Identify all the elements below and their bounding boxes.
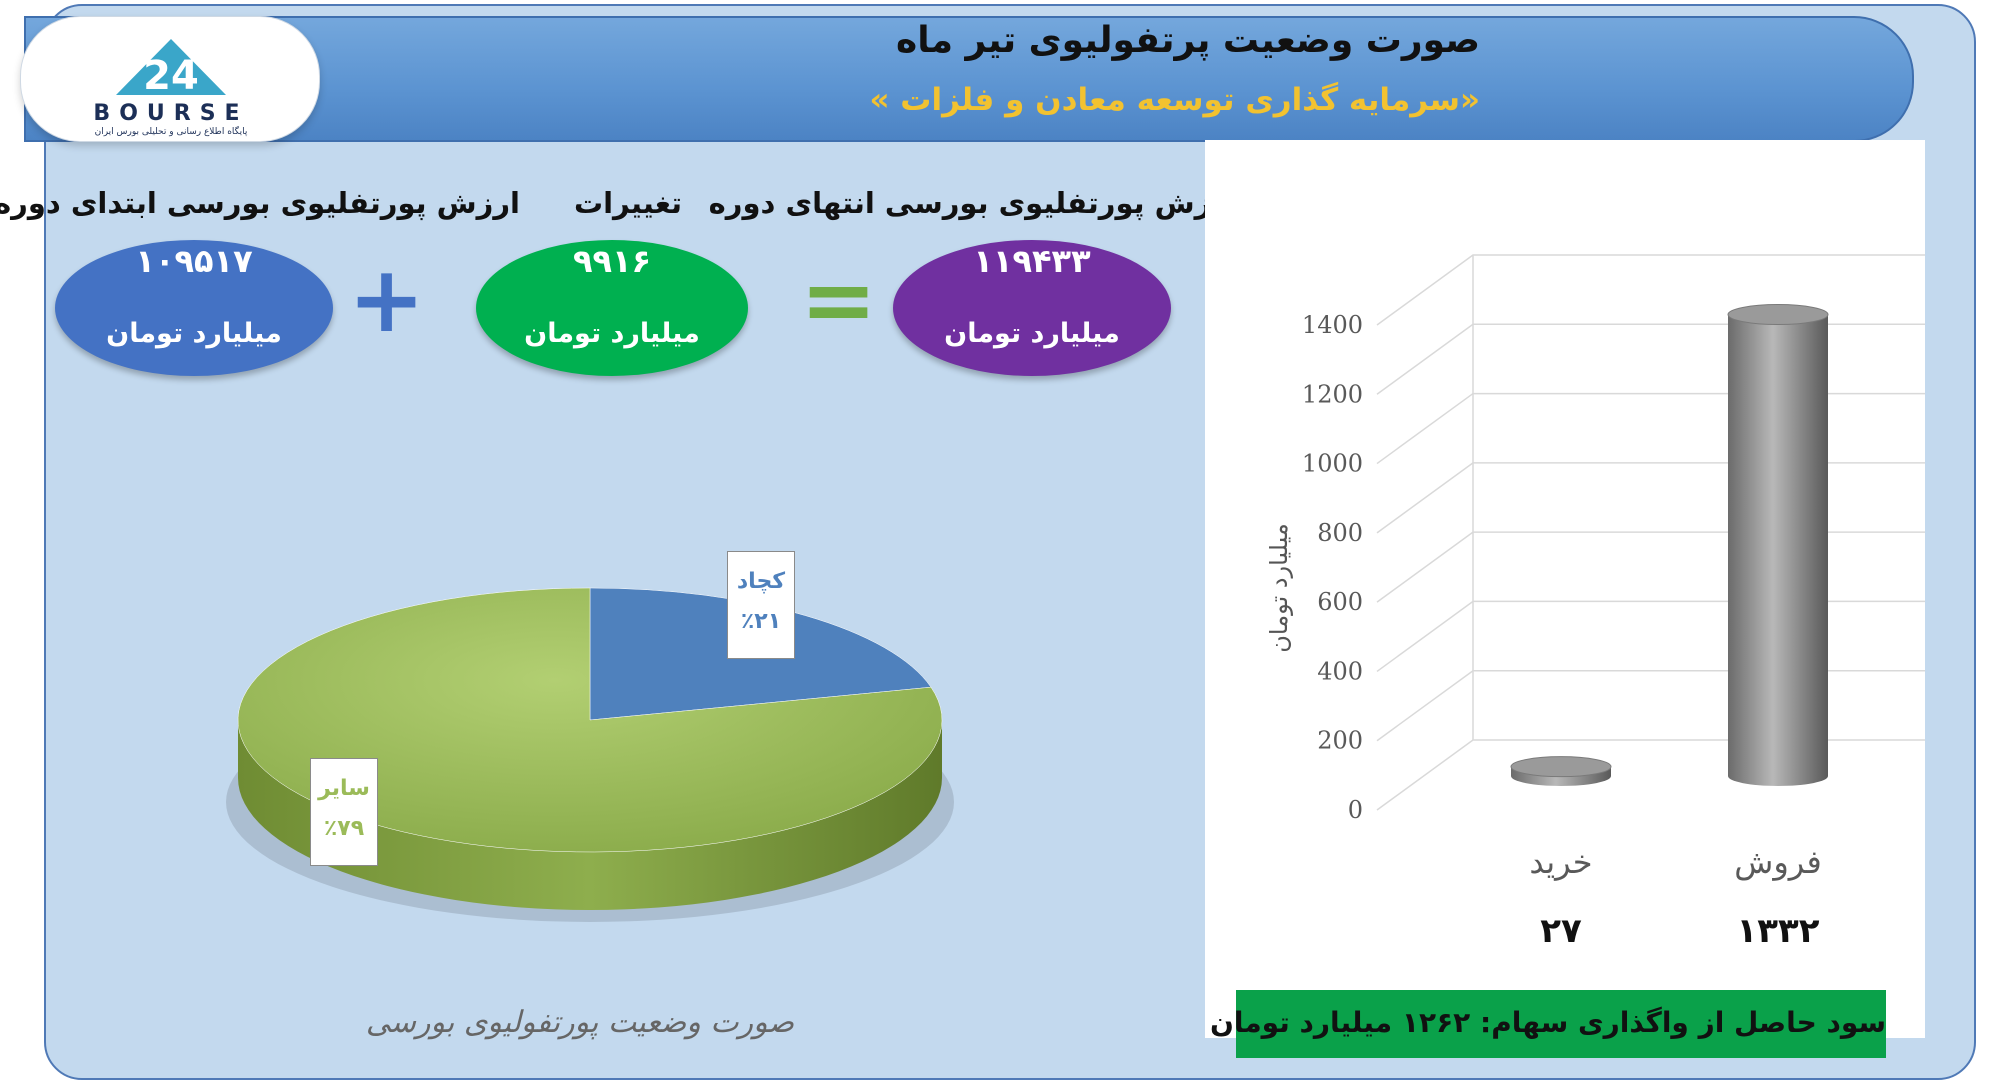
bar-series — [1510, 304, 1829, 786]
start-value-label: ارزش پورتفلیوی بورسی ابتدای دوره — [0, 186, 520, 220]
bar-categories: خرید ۲۷ فروش ۱۳۳۲ — [1529, 843, 1821, 951]
logo-tagline: پایگاه اطلاع رسانی و تحلیلی بورس ایران — [95, 125, 248, 137]
plus-sign: + — [348, 246, 426, 353]
y-tick-label: 600 — [1317, 588, 1363, 616]
bar-cap-1 — [1727, 304, 1829, 326]
bar-cap-0 — [1510, 756, 1612, 778]
bar-value-label-1: ۱۳۳۲ — [1736, 911, 1819, 951]
category-label-1: فروش — [1734, 843, 1821, 881]
bar-body-1 — [1728, 314, 1828, 786]
pie-label-other-name: سایر — [318, 776, 370, 801]
gridline-1000 — [1376, 392, 1925, 465]
gridline-400 — [1376, 600, 1925, 673]
bar-y-axis-label: میلیارد تومان — [1265, 523, 1293, 652]
bar-value-label-0: ۲۷ — [1540, 911, 1582, 951]
header-banner — [24, 16, 1914, 142]
logo-brand: BOURSE — [93, 101, 248, 126]
bar-1 — [1727, 304, 1829, 786]
pie-side-wall — [238, 720, 942, 910]
bar-y-ticks: 0 200 400 600 800 1000 1200 1400 — [1302, 311, 1363, 824]
end-value: ۱۱۹۴۳۳ — [973, 242, 1091, 280]
pie-caption: صورت وضعیت پورتفولیوی بورسی — [365, 1005, 795, 1040]
pie-side — [238, 720, 942, 910]
gridline-0 — [1376, 739, 1925, 811]
category-label-0: خرید — [1529, 843, 1592, 881]
pie-label-kchad-name: کچاد — [736, 569, 786, 594]
gridline-200 — [1376, 669, 1925, 742]
gridline-600 — [1376, 531, 1925, 603]
page-subtitle: «سرمایه گذاری توسعه معادن و فلزات » — [869, 82, 1480, 118]
pie-label-other-value: ٪۷۹ — [323, 816, 365, 841]
y-tick-label: 1400 — [1302, 311, 1363, 339]
gridline-800 — [1376, 462, 1925, 534]
equals-sign: = — [800, 246, 878, 353]
y-tick-label: 1200 — [1302, 380, 1363, 408]
y-tick-label: 1000 — [1302, 450, 1363, 478]
profit-banner: سود حاصل از واگذاری سهام: ۱۲۶۲ میلیارد ت… — [1210, 990, 1886, 1058]
pie-chart — [226, 587, 954, 922]
end-value-ellipse: ۱۱۹۴۳۳ میلیارد تومان — [893, 240, 1171, 376]
changes-label: تغییرات — [573, 186, 682, 220]
pie-label-kchad: کچاد ٪۲۱ — [727, 551, 795, 659]
bourse24-logo: 24 BOURSE پایگاه اطلاع رسانی و تحلیلی بو… — [20, 16, 320, 142]
y-tick-label: 0 — [1348, 796, 1363, 824]
bar-chart: 0 200 400 600 800 1000 1200 1400 خرید ۲۷ فروش ۱۳۳۲… — [1265, 254, 1925, 951]
logo-number: 24 — [143, 53, 199, 99]
y-tick-label: 200 — [1317, 727, 1363, 755]
start-value: ۱۰۹۵۱۷ — [135, 242, 253, 280]
gridline-1200 — [1376, 323, 1925, 395]
bar-gridlines — [1376, 254, 1925, 811]
end-value-label: ارزش پورتفلیوی بورسی انتهای دوره — [708, 186, 1238, 220]
start-value-unit: میلیارد تومان — [106, 318, 282, 349]
y-tick-label: 800 — [1317, 519, 1363, 547]
logo-triangle — [116, 39, 226, 95]
end-value-unit: میلیارد تومان — [944, 318, 1120, 349]
y-tick-label: 400 — [1317, 657, 1363, 685]
start-value-ellipse: ۱۰۹۵۱۷ میلیارد تومان — [55, 240, 333, 376]
changes-unit: میلیارد تومان — [524, 318, 700, 349]
changes-ellipse: ۹۹۱۶ میلیارد تومان — [476, 240, 748, 376]
changes-value: ۹۹۱۶ — [572, 242, 652, 280]
pie-label-kchad-value: ٪۲۱ — [740, 609, 782, 634]
gridline-1400 — [1376, 254, 1925, 326]
page-title: صورت وضعیت پرتفولیوی تیر ماه — [895, 20, 1480, 61]
pie-label-other: سایر ٪۷۹ — [310, 758, 378, 866]
bar-0 — [1510, 756, 1612, 786]
